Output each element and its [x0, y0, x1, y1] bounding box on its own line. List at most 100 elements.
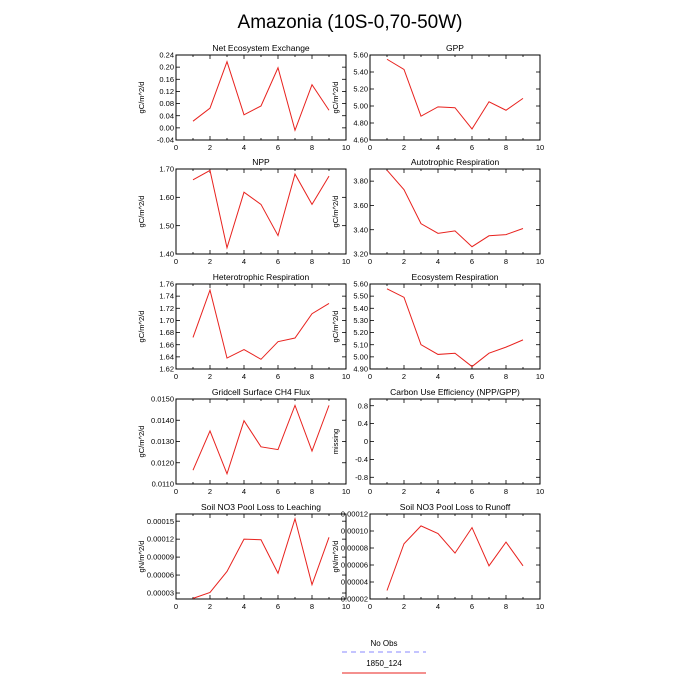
x-tick-label: 2: [402, 143, 406, 152]
y-tick-label: 0.00012: [147, 535, 174, 544]
x-tick-label: 8: [504, 602, 508, 611]
y-axis-label: gC/m^2/d: [137, 196, 146, 228]
x-tick-label: 8: [504, 487, 508, 496]
y-tick-label: 0.00006: [341, 561, 368, 570]
x-tick-label: 10: [342, 372, 350, 381]
x-tick-label: 4: [242, 602, 246, 611]
y-tick-label: 0.00004: [341, 578, 368, 587]
y-axis-label: gC/m^2/d: [331, 196, 340, 228]
x-tick-label: 8: [310, 602, 314, 611]
plot-frame: [369, 513, 541, 600]
y-axis-label: gC/m^2/d: [331, 311, 340, 343]
y-tick-label: 5.00: [353, 352, 368, 361]
y-tick-label: -0.04: [157, 136, 174, 145]
x-tick-label: 4: [436, 372, 440, 381]
panel-title: Gridcell Surface CH4 Flux: [212, 387, 311, 397]
panel-carbon-use-efficiency-npp-gpp: Carbon Use Efficiency (NPP/GPP) 0 2 4 6 8 10 -0…: [331, 387, 544, 496]
y-tick-label: 5.30: [353, 316, 368, 325]
panel-title: Ecosystem Respiration: [412, 272, 499, 282]
y-tick-label: -0.8: [355, 473, 368, 482]
y-tick-label: 1.76: [159, 280, 174, 289]
y-axis-label: missing: [331, 429, 340, 454]
y-tick-label: 0.04: [159, 111, 174, 120]
y-tick-label: 0: [364, 437, 368, 446]
y-axis-label: gC/m^2/d: [137, 426, 146, 458]
series-line-1850-124: [192, 516, 330, 599]
series-line-1850-124: [192, 288, 330, 360]
panel-title: Carbon Use Efficiency (NPP/GPP): [390, 387, 520, 397]
x-tick-label: 8: [310, 372, 314, 381]
y-tick-label: 5.10: [353, 340, 368, 349]
x-tick-label: 8: [310, 257, 314, 266]
y-tick-label: 3.20: [353, 250, 368, 259]
y-tick-label: 0.00009: [147, 553, 174, 562]
y-tick-label: 0.0140: [151, 416, 174, 425]
series-line-1850-124: [386, 525, 524, 591]
y-tick-label: 5.60: [353, 280, 368, 289]
x-tick-label: 6: [470, 487, 474, 496]
y-tick-label: 0.0150: [151, 395, 174, 404]
y-tick-label: 5.40: [353, 304, 368, 313]
legend: No Obs 1850_124: [342, 639, 426, 674]
y-tick-label: 0.00002: [341, 595, 368, 604]
panel-title: Soil NO3 Pool Loss to Runoff: [400, 502, 511, 512]
x-tick-label: 0: [174, 257, 178, 266]
x-tick-label: 4: [436, 257, 440, 266]
plot-frame: [369, 283, 541, 370]
x-tick-label: 6: [470, 372, 474, 381]
x-tick-label: 0: [368, 487, 372, 496]
x-tick-label: 6: [276, 372, 280, 381]
y-tick-label: 3.60: [353, 201, 368, 210]
plot-frame: [369, 54, 541, 141]
x-tick-label: 6: [276, 257, 280, 266]
y-tick-label: 0.00012: [341, 510, 368, 519]
x-tick-label: 0: [368, 372, 372, 381]
y-tick-label: 5.60: [353, 51, 368, 60]
y-tick-label: 0.00015: [147, 517, 174, 526]
y-tick-label: 1.68: [159, 328, 174, 337]
y-axis-label: gC/m^2/d: [137, 311, 146, 343]
y-tick-label: 0.8: [358, 401, 368, 410]
panel-title: Net Ecosystem Exchange: [212, 43, 310, 53]
y-tick-label: 0.20: [159, 63, 174, 72]
x-tick-label: 0: [174, 143, 178, 152]
x-tick-label: 10: [342, 602, 350, 611]
y-tick-label: 5.20: [353, 328, 368, 337]
legend-label-1850-124: 1850_124: [366, 659, 402, 668]
series-line-1850-124: [386, 288, 524, 368]
panel-heterotrophic-respiration: Heterotrophic Respiration 0 2 4 6 8 10 1.62 1.64…: [137, 272, 350, 381]
plot-frame: [175, 513, 347, 600]
x-tick-label: 2: [208, 487, 212, 496]
y-tick-label: 1.74: [159, 292, 174, 301]
legend-label-no-obs: No Obs: [370, 639, 397, 648]
y-axis-label: gC/m^2/d: [137, 82, 146, 114]
y-tick-label: 3.80: [353, 177, 368, 186]
y-axis-label: gN/m^2/d: [137, 541, 146, 573]
x-tick-label: 8: [310, 143, 314, 152]
x-tick-label: 6: [470, 143, 474, 152]
x-tick-label: 6: [470, 257, 474, 266]
y-tick-label: 4.80: [353, 119, 368, 128]
y-tick-label: 0.12: [159, 87, 174, 96]
y-tick-label: 4.90: [353, 365, 368, 374]
y-axis-label: gN/m^2/d: [331, 541, 340, 573]
x-tick-label: 8: [504, 257, 508, 266]
plot-frame: [369, 398, 541, 485]
series-line-1850-124: [386, 169, 524, 248]
y-tick-label: 5.20: [353, 85, 368, 94]
y-tick-label: 0.00008: [341, 544, 368, 553]
x-tick-label: 10: [536, 143, 544, 152]
x-tick-label: 8: [504, 372, 508, 381]
y-tick-label: 1.60: [159, 193, 174, 202]
x-tick-label: 2: [402, 372, 406, 381]
x-tick-label: 4: [436, 487, 440, 496]
x-tick-label: 4: [436, 602, 440, 611]
x-tick-label: 2: [208, 257, 212, 266]
x-tick-label: 10: [342, 257, 350, 266]
x-tick-label: 10: [536, 602, 544, 611]
y-tick-label: 4.60: [353, 136, 368, 145]
